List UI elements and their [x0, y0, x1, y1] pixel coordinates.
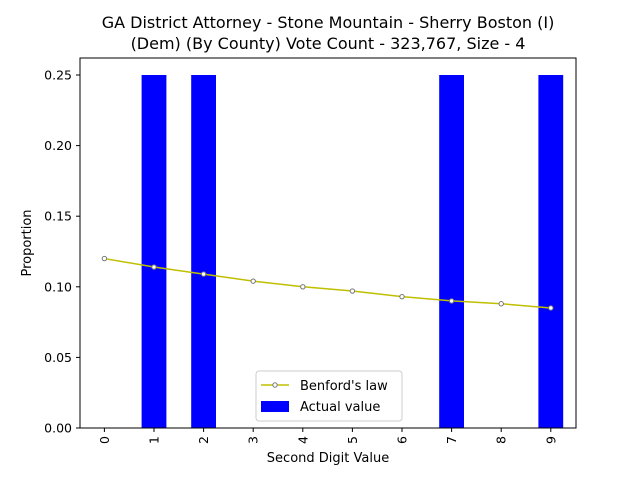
x-tick-label: 1: [147, 436, 162, 444]
chart-title-line-1: GA District Attorney - Stone Mountain - …: [102, 13, 555, 32]
bar-digit-9: [538, 75, 564, 428]
benford-line: [104, 257, 551, 309]
x-tick-label: 4: [295, 436, 310, 444]
benford-point-2: [200, 271, 207, 277]
x-axis-label: Second Digit Value: [267, 451, 389, 466]
legend-label-benford: Benford's law: [300, 379, 388, 394]
legend-box: [255, 370, 403, 422]
benford-point-4: [300, 284, 306, 290]
x-tick-label: 8: [494, 436, 509, 444]
bar-digit-1: [141, 75, 167, 428]
benford-point-9: [548, 305, 554, 311]
bar-digit-2: [191, 75, 216, 428]
legend-marker-swatch: [272, 382, 278, 388]
y-tick-label: 0.05: [44, 350, 72, 365]
x-tick-label: 9: [543, 436, 558, 444]
x-axis: 0 1 2 3 4 5 6 7 8 9: [97, 428, 558, 444]
y-tick-label: 0.00: [44, 421, 72, 436]
benford-point-3: [250, 278, 256, 284]
benford-point-5: [349, 288, 356, 294]
legend-bar-swatch: [261, 401, 289, 412]
y-tick-label: 0.20: [44, 138, 72, 153]
x-tick-label: 7: [444, 436, 459, 444]
y-tick-label: 0.15: [44, 209, 72, 224]
benford-line-series: [101, 255, 554, 311]
benford-point-0: [101, 255, 108, 262]
x-tick-label: 3: [246, 436, 261, 444]
benford-point-6: [399, 293, 405, 300]
y-axis: 0.00 0.05 0.10 0.15 0.20 0.25: [44, 68, 80, 436]
y-tick-label: 0.10: [44, 279, 72, 294]
x-tick-label: 0: [97, 436, 112, 444]
plot-frame: [79, 57, 577, 429]
bar-series: [141, 75, 564, 428]
x-tick-label: 2: [196, 436, 211, 444]
benford-point-8: [498, 301, 504, 307]
legend-label-actual: Actual value: [300, 400, 380, 415]
benford-point-7: [448, 298, 455, 304]
y-tick-label: 0.25: [44, 68, 72, 83]
x-tick-label: 5: [345, 436, 360, 444]
bar-digit-7: [439, 75, 464, 428]
benford-point-1: [151, 264, 157, 270]
legend: Benford's law Actual value: [255, 370, 403, 422]
x-tick-label: 6: [395, 436, 410, 444]
y-axis-label: Proportion: [20, 209, 35, 276]
chart-title-line-2: (Dem) (By County) Vote Count - 323,767, …: [131, 34, 526, 53]
